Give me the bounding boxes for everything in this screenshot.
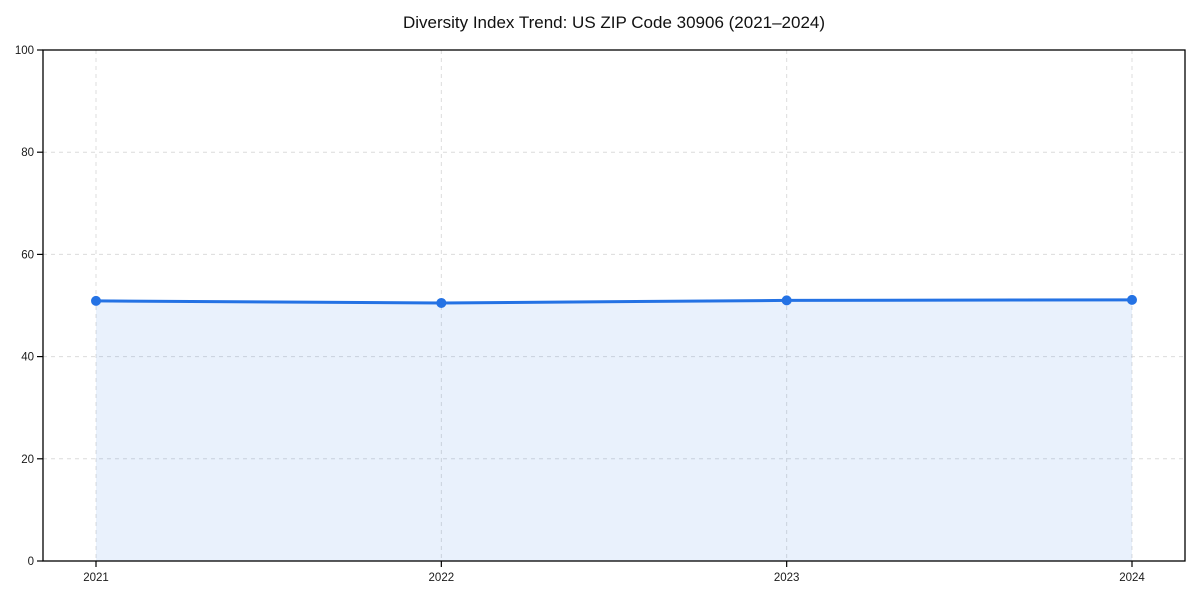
y-tick-label: 60 bbox=[21, 249, 34, 261]
y-tick-label: 20 bbox=[21, 454, 34, 466]
plot-area: 0 20 40 60 80 100 2021 2022 2023 2024 bbox=[15, 45, 1186, 584]
area-fill bbox=[96, 299, 1132, 561]
data-point-marker bbox=[436, 297, 447, 308]
data-point-marker bbox=[781, 295, 792, 306]
y-tick-label: 100 bbox=[15, 45, 34, 57]
x-tick-label: 2022 bbox=[429, 572, 455, 584]
y-tick-label: 40 bbox=[21, 352, 34, 364]
data-point-marker bbox=[91, 295, 101, 306]
x-tick-label: 2023 bbox=[774, 572, 800, 584]
y-tick-label: 80 bbox=[21, 147, 34, 159]
x-tick-label: 2021 bbox=[83, 572, 109, 584]
x-tick-label: 2024 bbox=[1119, 572, 1145, 584]
y-tick-label: 0 bbox=[28, 556, 34, 568]
chart-title: Diversity Index Trend: US ZIP Code 30906… bbox=[403, 13, 825, 32]
trend-line bbox=[94, 298, 1134, 305]
plot-border bbox=[42, 49, 1186, 562]
data-point-marker bbox=[1127, 294, 1137, 305]
